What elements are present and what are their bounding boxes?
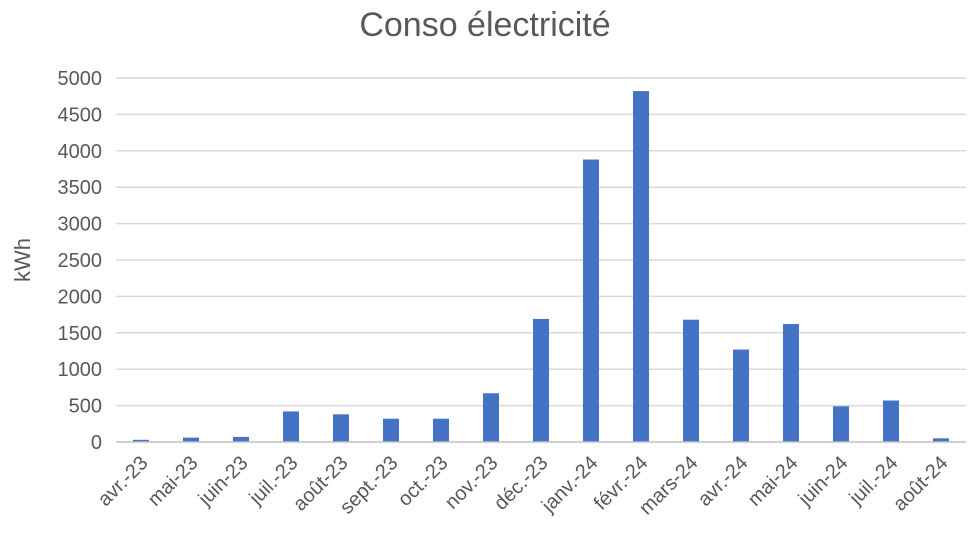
bar — [183, 437, 199, 442]
x-tick-label: nov.-23 — [441, 452, 503, 514]
bar — [683, 319, 699, 442]
bar — [833, 406, 849, 442]
y-tick-label: 2500 — [58, 250, 103, 272]
y-axis-label: kWh — [10, 238, 35, 282]
y-tick-label: 0 — [91, 432, 102, 454]
y-tick-label: 2000 — [58, 286, 103, 308]
y-tick-label: 3000 — [58, 214, 103, 236]
x-tick-label: mai-23 — [144, 452, 203, 511]
x-axis-ticks: avr.-23mai-23juin-23juil.-23août-23sept.… — [94, 452, 953, 519]
bar — [233, 436, 249, 442]
y-axis-ticks: 0 500 1000 1500 2000 2500 3000 3500 4000 4500 5000 — [58, 68, 103, 454]
bar — [883, 400, 899, 442]
x-tick-label: mai-24 — [744, 452, 803, 511]
y-tick-label: 500 — [69, 396, 102, 418]
y-tick-label: 3500 — [58, 177, 103, 199]
bar — [333, 414, 349, 442]
y-tick-label: 5000 — [58, 68, 103, 90]
bar — [783, 324, 799, 442]
x-tick-label: avr.-23 — [94, 452, 153, 511]
bar — [283, 411, 299, 442]
bar — [133, 439, 149, 442]
grid-lines — [116, 77, 966, 407]
chart-title: Conso électricité — [359, 6, 610, 44]
bar — [583, 159, 599, 442]
bar — [933, 438, 949, 442]
y-tick-label: 1500 — [58, 323, 103, 345]
bar — [433, 418, 449, 442]
bar — [483, 393, 499, 442]
bar — [383, 418, 399, 442]
y-tick-label: 4500 — [58, 104, 103, 126]
bars — [133, 91, 949, 442]
x-tick-label: août-24 — [889, 452, 953, 516]
x-tick-label: juin-23 — [194, 452, 253, 511]
y-tick-label: 4000 — [58, 141, 103, 163]
y-tick-label: 1000 — [58, 359, 103, 381]
x-tick-label: janv.-24 — [537, 452, 603, 518]
bar — [733, 349, 749, 442]
bar — [533, 318, 549, 442]
x-tick-label: avr.-24 — [694, 452, 753, 511]
x-tick-label: juin-24 — [794, 452, 853, 511]
bar — [633, 91, 649, 442]
